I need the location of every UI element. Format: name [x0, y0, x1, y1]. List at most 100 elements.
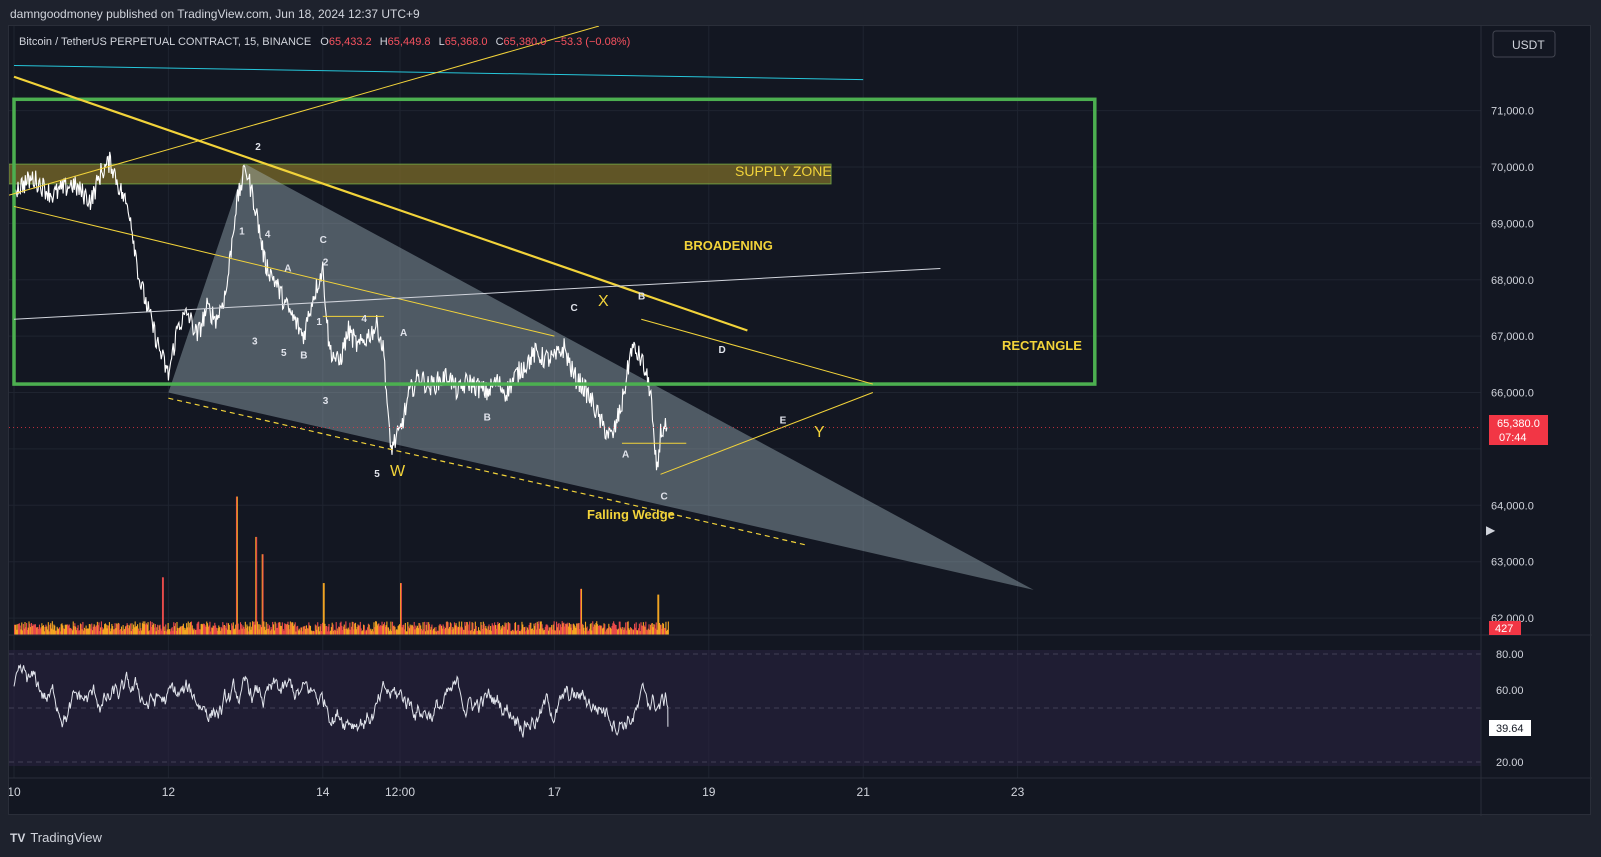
volume-bar: [180, 626, 182, 635]
volume-bar: [301, 627, 303, 635]
volume-bar: [620, 627, 622, 635]
volume-bar: [560, 624, 562, 635]
volume-bar: [513, 631, 515, 635]
volume-bar: [660, 624, 662, 635]
volume-bar: [313, 631, 316, 635]
volume-bar: [150, 626, 152, 635]
volume-bar: [651, 623, 653, 635]
rsi-band: [9, 650, 1481, 766]
wave-x-label: X: [598, 293, 609, 310]
volume-bar: [461, 627, 464, 635]
volume-bar: [484, 628, 486, 635]
volume-bar: [384, 626, 386, 635]
volume-bar: [127, 624, 129, 635]
volume-bar: [551, 629, 554, 635]
volume-bar: [221, 628, 223, 635]
chart-svg[interactable]: SUPPLY ZONE BROADENING RECTANGLE Falling We…: [7, 25, 1592, 816]
volume-bar: [153, 623, 155, 635]
volume-bar: [454, 625, 456, 635]
volume-bar: [468, 630, 470, 635]
open-value: 65,433.2: [329, 36, 372, 48]
volume-bar: [631, 630, 633, 635]
volume-bar: [249, 622, 251, 635]
time-axis[interactable]: 10 12 14 12:00 17 19 21 23: [7, 785, 1025, 799]
volume-bar: [106, 628, 108, 635]
volume-bar: [646, 630, 648, 635]
volume-bar: [256, 536, 258, 635]
volume-bar: [253, 621, 255, 635]
volume-bar: [658, 594, 660, 635]
volume-bar: [346, 628, 348, 635]
volume-bar: [555, 630, 557, 635]
volume-bar: [596, 621, 598, 635]
volume-bar: [18, 623, 20, 635]
volume-bar: [665, 621, 667, 635]
volume-bar: [149, 621, 152, 635]
volume-bar: [285, 624, 287, 635]
volume-bar: [385, 625, 387, 635]
scroll-right-icon[interactable]: ▶: [1486, 523, 1496, 537]
volume-bar: [419, 623, 421, 635]
volume-bar: [375, 621, 377, 635]
volume-bar: [337, 628, 339, 635]
volume-bar: [149, 630, 151, 635]
volume-bar: [510, 631, 513, 635]
volume-bar: [538, 621, 540, 635]
volume-bar: [386, 621, 388, 635]
volume-bar: [87, 628, 90, 635]
volume-bar: [435, 626, 437, 635]
volume-bar: [541, 624, 543, 635]
volume-bar: [146, 624, 148, 635]
volume-bar: [55, 630, 57, 635]
symbol-name: Bitcoin / TetherUS PERPETUAL CONTRACT, 1…: [19, 36, 311, 48]
volume-bar: [116, 624, 119, 635]
volume-bar: [222, 622, 224, 635]
volume-bar: [92, 626, 94, 635]
volume-bar: [292, 622, 294, 635]
volume-bar: [293, 626, 295, 635]
volume-bar: [558, 622, 560, 635]
price-axis[interactable]: 71,000.0 70,000.0 69,000.0 68,000.0 67,000.0…: [1491, 106, 1534, 626]
volume-bar: [140, 628, 142, 635]
volume-bar: [441, 625, 443, 635]
volume-bar: [543, 629, 546, 635]
volume-bar: [230, 630, 232, 635]
currency-button[interactable]: USDT: [1492, 30, 1556, 58]
volume-bar: [74, 623, 76, 635]
volume-bar: [376, 625, 378, 635]
volume-bar: [399, 624, 401, 635]
volume-bar: [223, 624, 225, 635]
volume-bar: [246, 624, 248, 635]
volume-bar: [662, 623, 665, 635]
volume-bar: [70, 627, 72, 635]
volume-bar: [334, 629, 336, 635]
volume-bar: [483, 623, 485, 635]
volume-bar: [293, 624, 295, 635]
volume-bar: [473, 631, 475, 635]
volume-bar: [84, 629, 86, 635]
volume-bar: [107, 625, 109, 635]
volume-bar: [374, 627, 376, 635]
volume-bar: [286, 623, 288, 635]
volume-bar: [56, 626, 58, 635]
volume-bar: [477, 630, 479, 635]
rsi-axis[interactable]: 80.00 60.00 20.00: [1496, 649, 1524, 769]
volume-bar: [413, 621, 415, 635]
volume-bar: [366, 630, 368, 635]
volume-bar: [423, 629, 425, 635]
volume-bar: [634, 627, 636, 635]
volume-bar: [535, 622, 537, 635]
volume-bar: [57, 628, 59, 635]
volume-bar: [263, 621, 265, 635]
chart-area[interactable]: SUPPLY ZONE BROADENING RECTANGLE Falling We…: [7, 25, 1592, 816]
volume-bar: [422, 622, 424, 635]
volume-bar: [119, 629, 121, 635]
volume-bar: [379, 626, 381, 635]
volume-bar: [334, 630, 336, 635]
volume-bar: [548, 627, 550, 635]
volume-bar: [306, 628, 308, 635]
volume-bar: [351, 621, 353, 635]
volume-bar: [35, 627, 37, 635]
volume-bar: [495, 628, 497, 635]
volume-bar: [530, 622, 532, 635]
